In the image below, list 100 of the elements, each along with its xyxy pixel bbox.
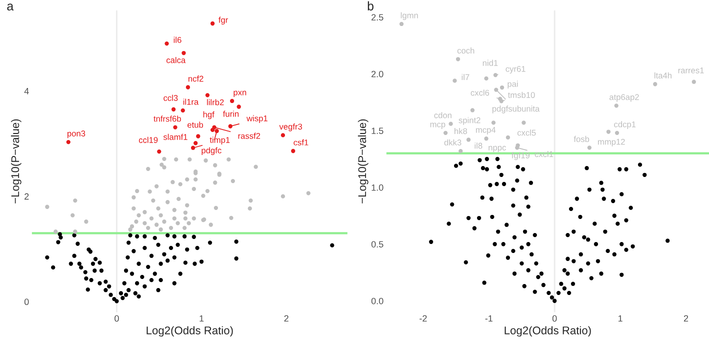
annotation: slamf1 <box>163 134 188 140</box>
annotation: fosb <box>574 136 590 142</box>
y-axis-title: −Log10(P−value) <box>358 119 368 204</box>
y-tick-label: 2.0 <box>372 70 384 78</box>
annotation: atp6ap2 <box>610 94 639 102</box>
point <box>182 50 186 56</box>
annotation: mcp4 <box>476 126 496 134</box>
annotation: cxcl5 <box>517 130 536 136</box>
annotation: etub <box>188 122 204 128</box>
point <box>210 21 215 26</box>
y-tick-label: 1.0 <box>372 184 384 191</box>
annotation: fgf19 <box>512 152 530 160</box>
point <box>236 104 241 109</box>
annotation: ccl3 <box>164 94 178 101</box>
annotation: cdcp1 <box>614 121 636 129</box>
annotation: fgr <box>218 16 228 25</box>
point <box>157 149 162 154</box>
annotation: ccl19 <box>138 136 158 143</box>
annotation: ncf2 <box>188 76 204 82</box>
x-tick-label: -1 <box>485 315 492 322</box>
annotation: coch <box>457 47 474 54</box>
point <box>614 130 620 135</box>
annotation: spint2 <box>458 117 480 125</box>
annotation: mcp <box>430 122 446 129</box>
annotation: hk8 <box>454 128 468 134</box>
y-axis-title: −Log10(P−value) <box>10 119 22 204</box>
point <box>291 148 296 154</box>
point <box>692 80 696 84</box>
annotation: nppc <box>488 146 506 152</box>
annotation: pdgfsubunita <box>492 106 540 114</box>
x-axis-title: Log2(Odds Ratio) <box>146 326 233 337</box>
x-axis-title: Log2(Odds Ratio) <box>504 326 591 337</box>
point <box>180 108 185 113</box>
annotation: lilrb2 <box>207 99 224 106</box>
point <box>230 98 234 104</box>
annotation: lgmn <box>400 12 418 20</box>
point <box>196 134 200 138</box>
x-tick-label: -2 <box>420 315 427 322</box>
annotation: il8 <box>474 142 482 149</box>
point <box>491 120 496 125</box>
y-tick-label: 0 <box>24 298 29 306</box>
x-tick-label: 2 <box>284 315 288 322</box>
annotation: nid1 <box>482 60 498 66</box>
annotation: vegfr3 <box>279 123 302 132</box>
point <box>522 120 526 125</box>
annotation: mmp12 <box>598 138 625 146</box>
point <box>506 135 510 140</box>
point <box>399 22 404 26</box>
x-tick-label: 2 <box>684 315 688 322</box>
annotation: lta4h <box>654 72 672 78</box>
annotation: cyr61 <box>506 66 526 74</box>
annotation: csf1 <box>294 139 308 146</box>
x-tick-label: 0 <box>114 315 119 322</box>
annotation: furin <box>223 110 239 117</box>
annotation: timp1 <box>210 136 230 145</box>
annotation: calca <box>166 56 186 64</box>
point <box>614 104 618 108</box>
annotation: cxcl6 <box>470 90 490 96</box>
annotation: tmsb10 <box>508 92 535 98</box>
point <box>164 41 169 46</box>
y-tick-label: 2 <box>24 193 29 200</box>
point <box>456 57 460 62</box>
point <box>66 140 70 144</box>
y-tick-label: 1.5 <box>372 128 384 134</box>
annotation: cdon <box>434 112 452 118</box>
annotation: rarres1 <box>678 68 704 74</box>
x-tick-label: 1 <box>200 315 204 322</box>
x-tick-label: 0 <box>552 315 557 322</box>
point <box>484 136 488 141</box>
point <box>448 122 453 126</box>
y-tick-label: 4 <box>24 88 29 94</box>
point <box>443 130 448 135</box>
annotation: hgf <box>203 111 214 120</box>
annotation: dkk3 <box>444 139 462 146</box>
annotation: pai <box>508 80 518 89</box>
y-tick-label: 2.5 <box>372 14 384 21</box>
point <box>500 85 504 90</box>
annotation: pxn <box>234 90 246 97</box>
y-tick-label: 0.5 <box>371 241 384 248</box>
point <box>173 125 178 130</box>
chart-title: a <box>7 4 14 10</box>
point <box>653 82 658 86</box>
annotation: tnfrsf6b <box>154 116 181 122</box>
annotation: il1ra <box>183 98 199 105</box>
point <box>466 138 471 142</box>
point <box>452 78 457 83</box>
annotation: wisp1 <box>246 115 268 123</box>
x-tick-label: 1 <box>618 315 622 322</box>
annotation: pdgfc <box>202 147 222 155</box>
y-tick-label: 0.0 <box>371 298 384 304</box>
annotation: pon3 <box>68 130 86 138</box>
point <box>171 107 176 112</box>
point <box>458 148 463 154</box>
point <box>587 146 592 150</box>
chart-title: b <box>368 1 374 10</box>
annotation: rassf2 <box>238 132 260 139</box>
point <box>280 133 286 138</box>
annotation: il6 <box>174 36 182 43</box>
point <box>484 76 488 81</box>
point <box>606 130 611 134</box>
